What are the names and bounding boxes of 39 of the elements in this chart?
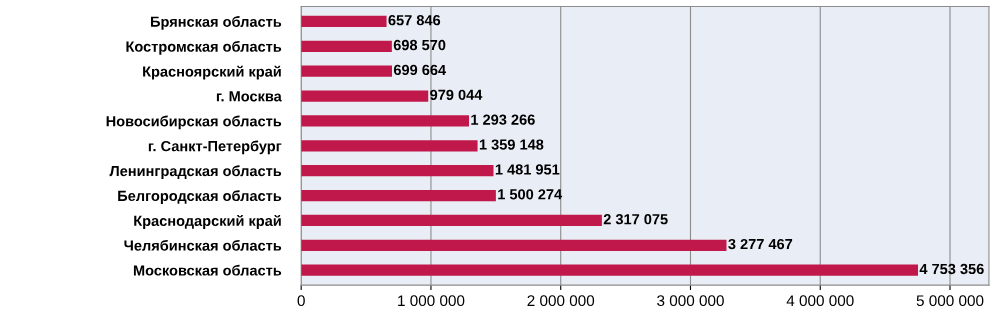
bar [301,140,478,152]
bar [301,189,496,202]
y-tick-label: Белгородская область [118,190,282,204]
bar [301,214,602,227]
y-tick-label: Брянская область [151,16,282,30]
bar [301,239,727,251]
bar [301,40,392,52]
bar [301,65,392,77]
y-tick-label: Новосибирская область [106,115,282,130]
bar [301,264,919,276]
x-tick-label: 2 000 000 [527,295,595,307]
y-tick-label: г. Москва [216,91,282,102]
y-tick-label: Красноярский край [143,65,281,80]
y-tick-label: Московская область [133,264,282,276]
data-label: 1 500 274 [498,189,563,200]
x-tick-label: 4 000 000 [786,295,854,307]
data-label: 979 044 [430,89,483,100]
data-label: 699 664 [393,64,447,76]
data-label: 2 317 075 [603,214,668,225]
bar [301,165,494,177]
bar [301,90,429,102]
bar [301,15,387,27]
x-tick-label: 0 [297,295,305,307]
y-tick-label: Челябинская область [124,239,282,251]
y-tick-label: г. Санкт-Петербург [148,140,282,155]
data-label: 1 359 148 [479,139,544,150]
y-tick-label: Костромская область [126,40,282,55]
x-tick-label: 1 000 000 [398,295,465,307]
data-label: 1 293 266 [471,114,535,125]
data-label: 698 570 [393,39,446,51]
data-label: 4 753 356 [919,263,984,275]
data-label: 1 481 951 [495,164,560,175]
bar [301,115,470,127]
data-label: 657 846 [388,15,441,26]
y-tick-label: Ленинградская область [109,165,282,180]
x-tick-label: 5 000 000 [916,295,984,307]
y-tick-label: Краснодарский край [134,215,281,229]
data-label: 3 277 467 [728,238,793,250]
x-tick-label: 3 000 000 [657,295,724,307]
